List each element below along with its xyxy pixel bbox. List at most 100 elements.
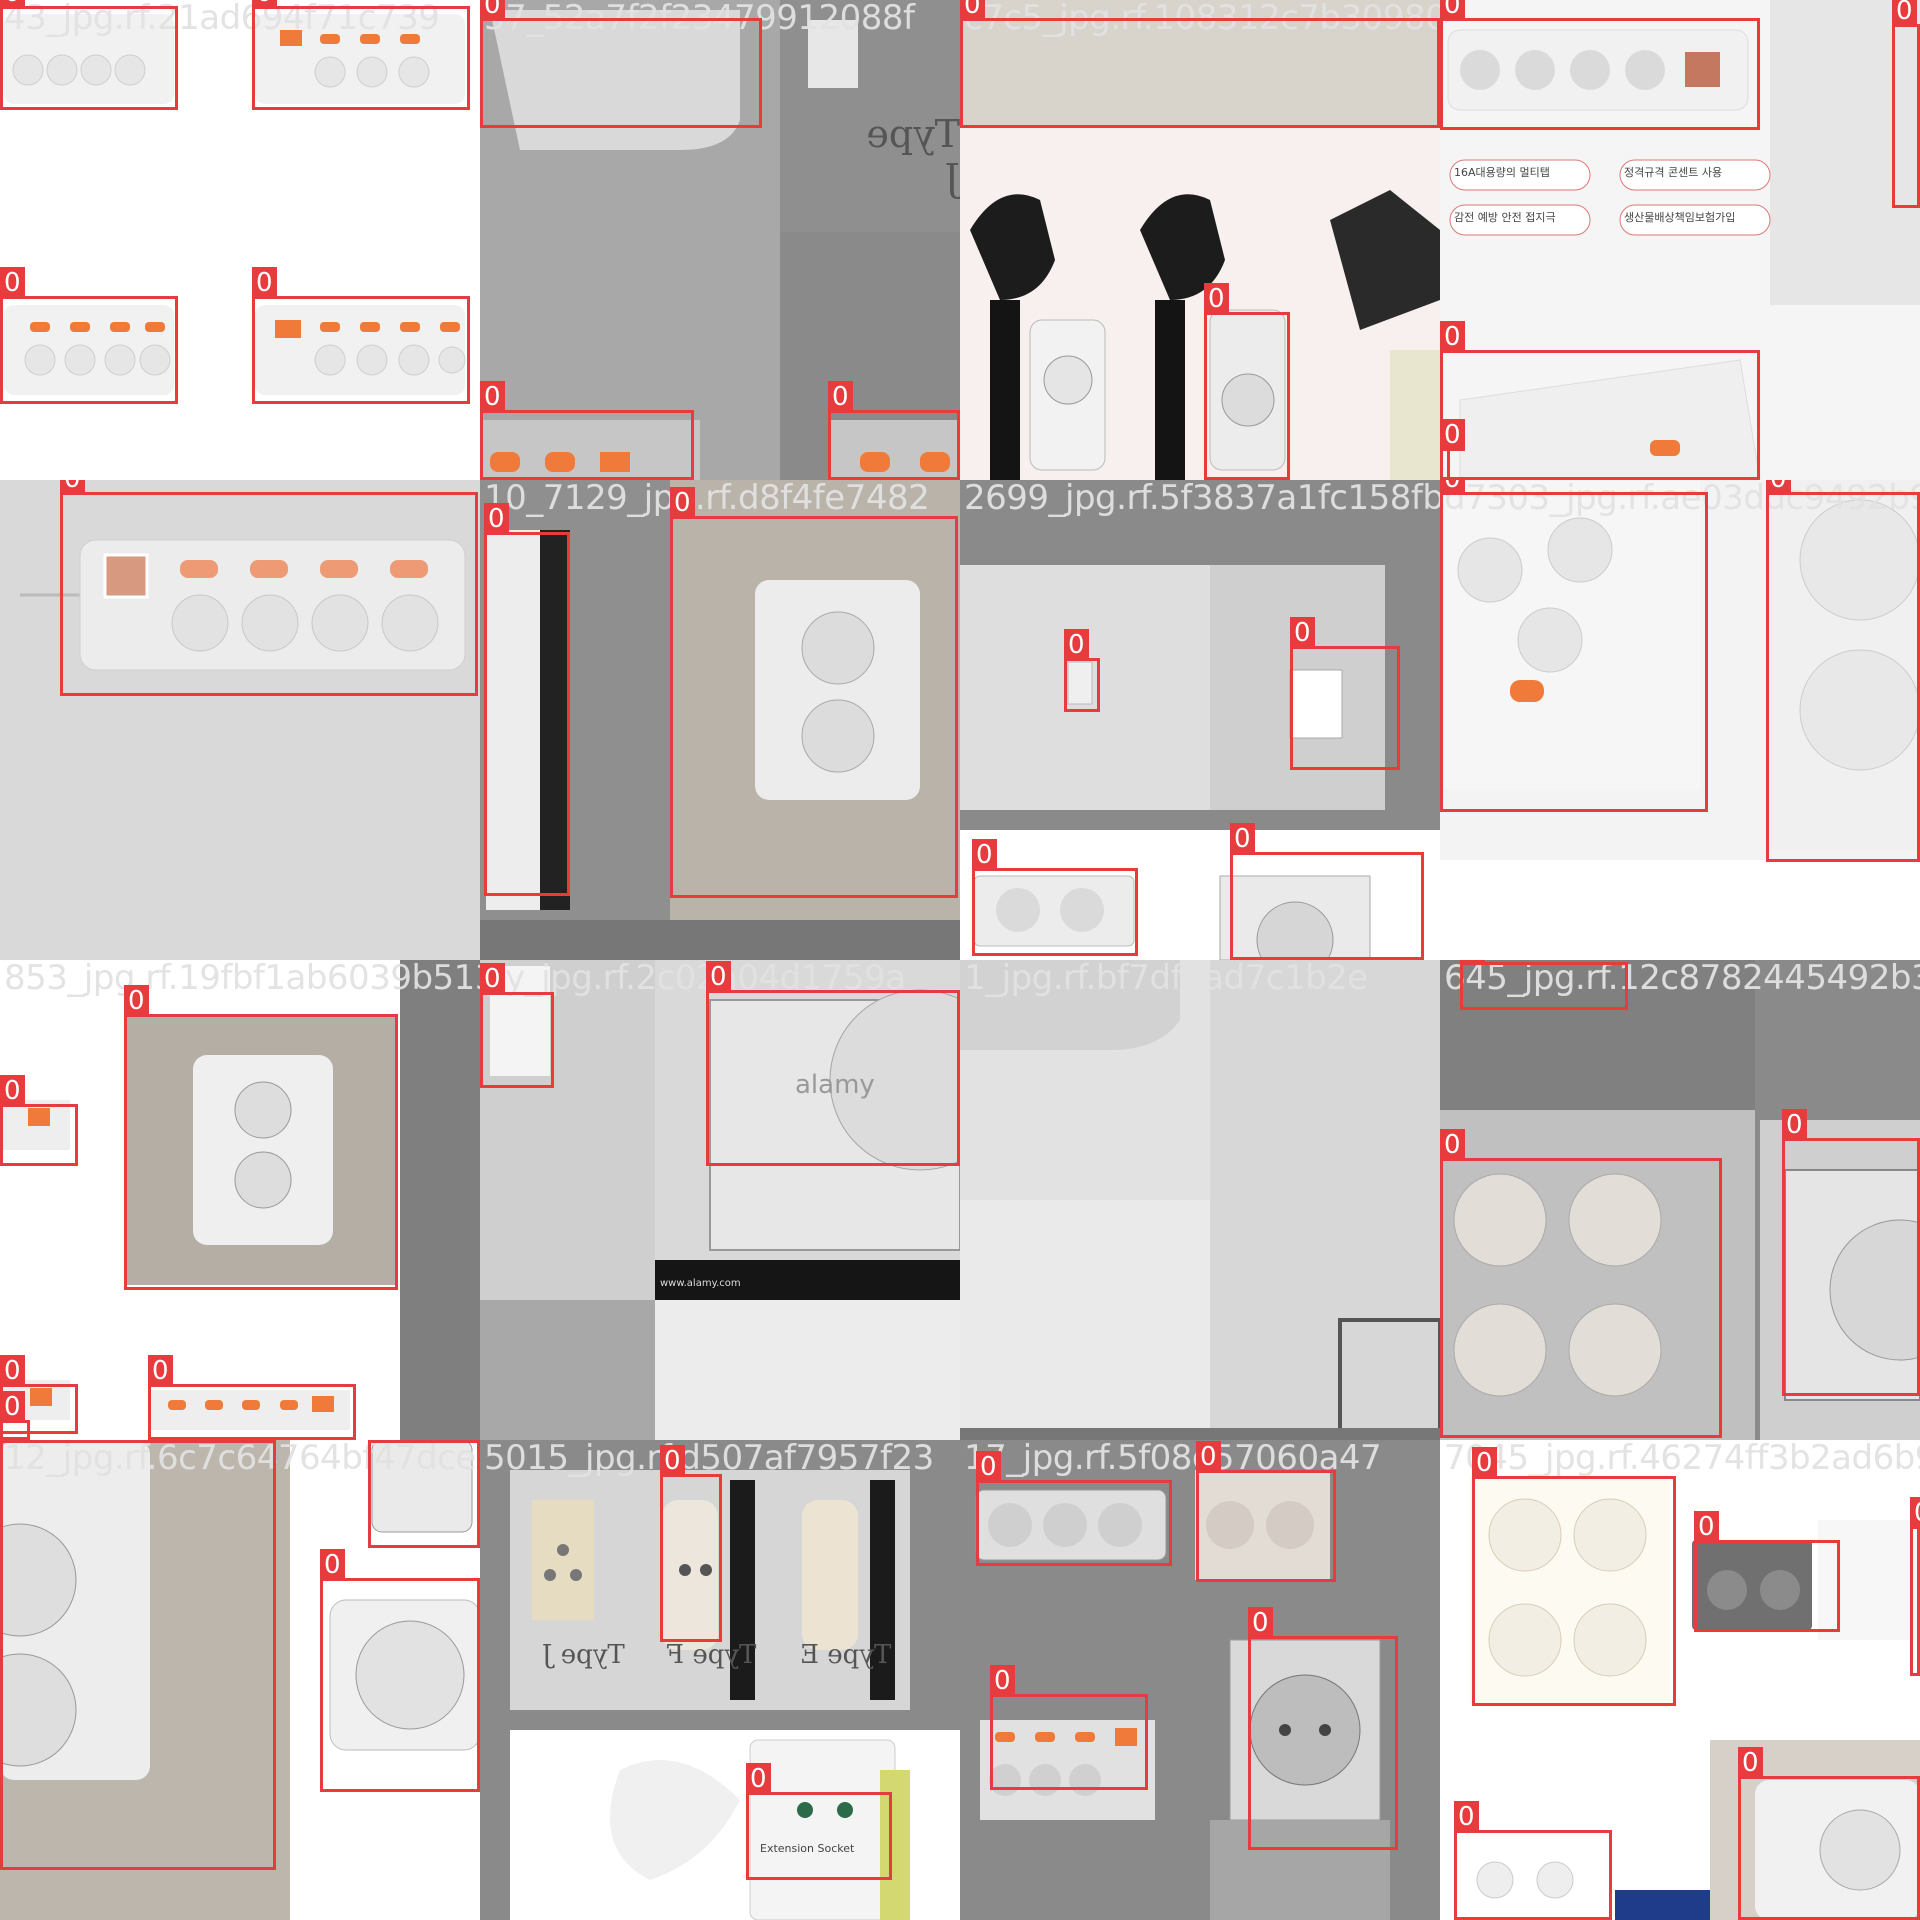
class-label: 0 bbox=[670, 487, 695, 519]
class-label: 0 bbox=[972, 839, 997, 871]
mosaic-tile: 853_jpg.rf.19fbf1ab6039b513 0 0 0 0 0 bbox=[0, 960, 480, 1440]
bounding-box: 0 bbox=[124, 985, 398, 1290]
class-label: 0 bbox=[0, 1391, 25, 1423]
class-label: 0 bbox=[1196, 1441, 1221, 1473]
bounding-box: 0 bbox=[0, 1440, 276, 1870]
class-label: 0 bbox=[1440, 480, 1465, 495]
class-label: 0 bbox=[1440, 1129, 1465, 1161]
plug-type-and-pack-image bbox=[510, 1470, 960, 1920]
class-label: 0 bbox=[252, 0, 277, 9]
bounding-box: 0 bbox=[1440, 480, 1708, 812]
class-label: 0 bbox=[746, 1763, 771, 1795]
power-strip-image bbox=[960, 960, 1440, 1440]
mosaic-tile: 10_7129_jpg.rf.d8f4fe7482 0 0 bbox=[480, 480, 960, 960]
class-label: 0 bbox=[660, 1445, 685, 1477]
feature-text: 감전 예방 안전 접지극 bbox=[1454, 211, 1556, 224]
class-label: 0 bbox=[484, 503, 509, 535]
wall-socket-image bbox=[480, 480, 960, 960]
bounding-box: 0 bbox=[746, 1763, 892, 1880]
class-label: 0 bbox=[1290, 617, 1315, 649]
quad-socket-image bbox=[1440, 960, 1920, 1440]
class-label: 0 bbox=[1440, 321, 1465, 353]
class-label: 0 bbox=[976, 1451, 1001, 1483]
class-label: 0 bbox=[1248, 1607, 1273, 1639]
bounding-box: 0 bbox=[706, 961, 960, 1166]
bounding-box: 0 bbox=[972, 839, 1138, 956]
class-label: 0 bbox=[1064, 629, 1089, 661]
power-strip-closeup-image bbox=[1440, 480, 1920, 960]
bounding-box: 0 bbox=[990, 1665, 1148, 1790]
mosaic-tile: alamy www.alamy.com py_jpg.rf.2c02a04d17… bbox=[480, 960, 960, 1440]
class-label: 0 bbox=[828, 381, 853, 413]
image-filename-caption: 7045_jpg.rf.46274ff3b2ad6b9 bbox=[1444, 1440, 1920, 1478]
power-strip-image bbox=[4, 14, 466, 395]
class-label: 0 bbox=[480, 381, 505, 413]
image-filename-caption: 5015_jpg.rf.d507af7957f23 bbox=[484, 1440, 934, 1478]
bounding-box: 0 bbox=[1196, 1441, 1336, 1582]
socket-stock-photo-image bbox=[480, 960, 960, 1440]
class-label: 0 bbox=[124, 985, 149, 1017]
bounding-box: 0 bbox=[1230, 823, 1424, 960]
plug-photo-image bbox=[960, 0, 1440, 480]
sockets-composite-image bbox=[975, 1470, 1390, 1920]
class-label: 0 bbox=[990, 1665, 1015, 1697]
feature-text: 16A대용량의 멀티탭 bbox=[1454, 166, 1550, 179]
class-label: 0 bbox=[1454, 1801, 1479, 1833]
bounding-box: 0 bbox=[480, 381, 694, 480]
mosaic-tile: 16A대용량의 멀티탭 정격규격 콘센트 사용 감전 예방 안전 접지극 생산물… bbox=[1440, 0, 1920, 480]
bounding-box: 0 bbox=[252, 0, 470, 110]
bounding-box: 0 bbox=[0, 267, 178, 404]
bounding-box: 0 bbox=[252, 267, 470, 404]
bounding-box: 0 bbox=[0, 0, 178, 110]
type-label-text: Type J bbox=[542, 1640, 625, 1670]
type-label-text: Type F bbox=[666, 1640, 757, 1670]
bounding-box: 0 bbox=[484, 503, 570, 896]
bounding-box: 0 bbox=[670, 487, 958, 898]
mosaic-tile: 645_jpg.rf.12c8782445492b3 0 0 0 bbox=[1440, 960, 1920, 1440]
image-filename-caption: 2699_jpg.rf.5f3837a1fc158fba2 bbox=[964, 480, 1440, 518]
bounding-box: 0 bbox=[1782, 1109, 1920, 1396]
watermark-url-text: www.alamy.com bbox=[660, 1278, 741, 1289]
power-strip-image bbox=[20, 539, 466, 671]
package-text: Extension Socket bbox=[760, 1842, 855, 1855]
bounding-box: 0 bbox=[60, 480, 478, 696]
bounding-box: 0 bbox=[368, 1440, 480, 1548]
wall-socket-image bbox=[0, 960, 480, 1440]
watermark-text: alamy bbox=[795, 1070, 875, 1100]
image-filename-caption: 10_7129_jpg.rf.d8f4fe7482 bbox=[484, 480, 930, 518]
class-label: 0 bbox=[0, 1075, 25, 1107]
class-label: 0 bbox=[368, 1440, 393, 1443]
bounding-box: 0 bbox=[1440, 419, 1465, 480]
image-filename-caption: 12_jpg.rf.6c7c64764bf47dce bbox=[4, 1440, 476, 1478]
class-label: 0 bbox=[706, 961, 731, 993]
class-label: 0 bbox=[1766, 480, 1791, 495]
bounding-box: 0 bbox=[1440, 321, 1760, 480]
bounding-box: 0 bbox=[1738, 1747, 1920, 1920]
bounding-box: 0 bbox=[1460, 960, 1628, 1010]
image-filename-caption: 1_jpg.rf.bf7df8ad7c1b2e bbox=[964, 960, 1368, 998]
class-label: 0 bbox=[0, 1440, 25, 1443]
class-label: 0 bbox=[480, 0, 505, 21]
bounding-box: 0 bbox=[1204, 283, 1290, 480]
image-filename-caption: d7303_jpg.rf.ae03ddc9492b9 bbox=[1444, 480, 1920, 518]
mosaic-tile: 17_jpg.rf.5f08d57060a47 0 0 0 0 bbox=[960, 1440, 1440, 1920]
mosaic-tile: 0 bbox=[0, 480, 480, 960]
bounding-box: 0 bbox=[0, 1075, 78, 1166]
bounding-box: 0 bbox=[1454, 1801, 1612, 1920]
bounding-box: 0 bbox=[660, 1445, 722, 1642]
bounding-box: 0 bbox=[976, 1451, 1172, 1566]
bounding-box: 0 bbox=[1472, 1447, 1676, 1706]
bounding-box: 0 bbox=[1440, 0, 1760, 130]
bounding-box: 0 bbox=[148, 1355, 356, 1440]
class-label: 0 bbox=[1782, 1109, 1807, 1141]
wall-outlet-image bbox=[960, 565, 1440, 960]
bounding-box: 0 bbox=[1694, 1511, 1840, 1632]
wall-socket-closeup-image bbox=[0, 1440, 480, 1920]
bounding-box: 0 bbox=[1766, 480, 1920, 862]
class-label: 0 bbox=[1440, 0, 1465, 21]
class-label: 0 bbox=[1204, 283, 1229, 315]
bounding-box: 0 bbox=[480, 0, 762, 128]
type-label-text: Type J bbox=[866, 112, 960, 200]
class-label: 0 bbox=[1892, 0, 1917, 27]
